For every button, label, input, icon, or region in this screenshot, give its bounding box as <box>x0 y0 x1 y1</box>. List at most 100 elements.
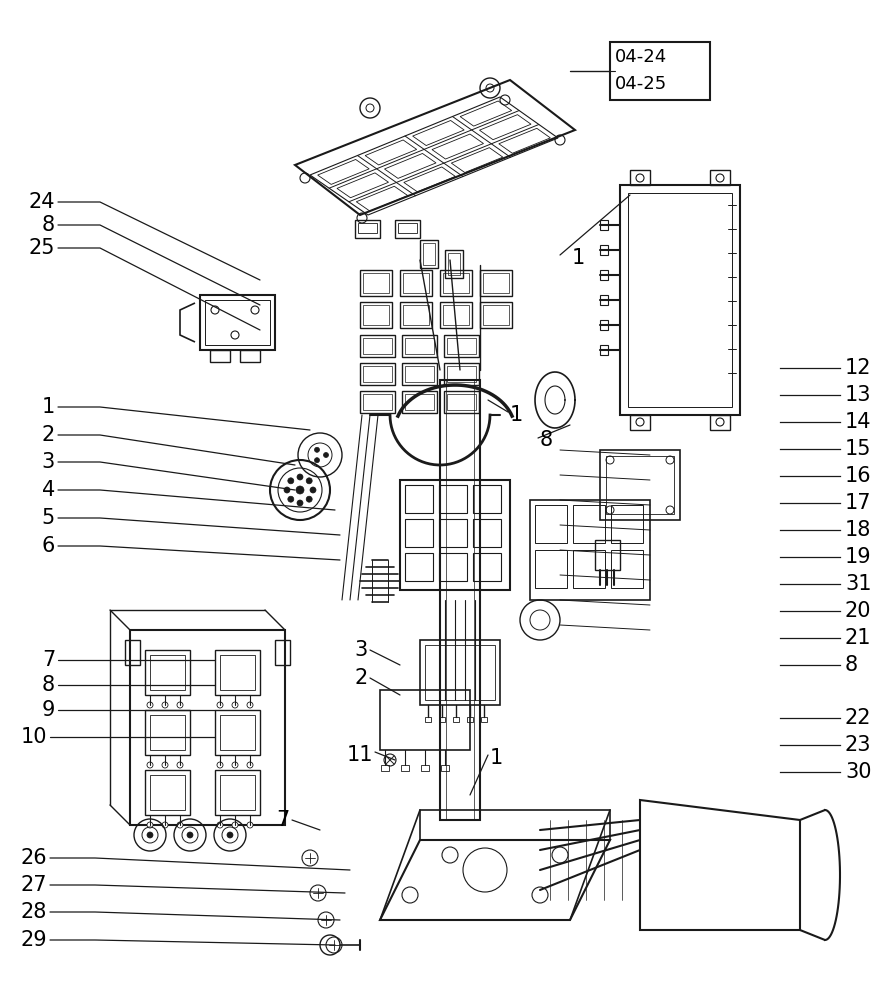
Bar <box>220 775 255 810</box>
Circle shape <box>232 702 238 708</box>
Bar <box>600 320 608 330</box>
Text: 7: 7 <box>277 810 290 830</box>
Circle shape <box>247 822 253 828</box>
Bar <box>360 270 392 296</box>
Bar <box>611 505 643 543</box>
Circle shape <box>217 762 223 768</box>
Bar <box>405 338 434 354</box>
Bar <box>480 302 512 328</box>
Bar <box>360 391 395 413</box>
Circle shape <box>288 478 293 484</box>
Text: 11: 11 <box>346 745 373 765</box>
Circle shape <box>247 702 253 708</box>
Circle shape <box>310 487 316 493</box>
Bar <box>130 630 285 825</box>
Bar <box>425 645 495 700</box>
Circle shape <box>217 822 223 828</box>
Text: 25: 25 <box>29 238 55 258</box>
Bar <box>145 650 190 695</box>
Text: 1: 1 <box>490 748 503 768</box>
Bar <box>710 170 730 185</box>
Bar <box>420 240 438 268</box>
Bar <box>363 338 392 354</box>
Circle shape <box>315 447 319 452</box>
Circle shape <box>296 486 304 494</box>
Bar <box>439 519 467 547</box>
Bar <box>405 553 433 581</box>
Text: 19: 19 <box>845 547 871 567</box>
Circle shape <box>284 487 290 493</box>
Bar <box>600 220 608 230</box>
Bar <box>530 500 650 600</box>
Text: 4: 4 <box>42 480 55 500</box>
Bar <box>600 245 608 255</box>
Circle shape <box>297 500 303 506</box>
Bar <box>573 505 605 543</box>
Circle shape <box>232 762 238 768</box>
Circle shape <box>147 702 153 708</box>
Bar <box>445 250 463 278</box>
Bar <box>425 717 431 722</box>
Bar <box>363 305 389 325</box>
Bar <box>400 302 432 328</box>
Bar <box>200 295 275 350</box>
Bar <box>444 335 479 357</box>
Text: 30: 30 <box>845 762 871 782</box>
Bar <box>215 650 260 695</box>
Text: 1: 1 <box>572 248 585 268</box>
Bar <box>215 710 260 755</box>
Bar <box>480 270 512 296</box>
Bar <box>360 363 395 385</box>
Bar <box>403 273 429 293</box>
Circle shape <box>177 822 183 828</box>
Bar <box>440 302 472 328</box>
Bar <box>215 770 260 815</box>
Bar <box>467 717 473 722</box>
Bar <box>355 220 380 238</box>
Text: 8: 8 <box>845 655 858 675</box>
Text: 23: 23 <box>845 735 871 755</box>
Bar <box>363 394 392 410</box>
Circle shape <box>217 702 223 708</box>
Circle shape <box>297 474 303 480</box>
Bar <box>358 223 377 233</box>
Bar <box>443 305 469 325</box>
Circle shape <box>187 832 193 838</box>
Bar <box>447 394 476 410</box>
Bar <box>606 456 674 514</box>
Bar <box>439 717 445 722</box>
Bar <box>610 42 710 100</box>
Bar <box>444 391 479 413</box>
Bar <box>401 765 409 771</box>
Text: 16: 16 <box>845 466 871 486</box>
Bar <box>440 270 472 296</box>
Bar <box>473 553 501 581</box>
Bar <box>405 394 434 410</box>
Text: 2: 2 <box>42 425 55 445</box>
Circle shape <box>324 452 328 458</box>
Text: 18: 18 <box>845 520 871 540</box>
Bar <box>360 302 392 328</box>
Bar <box>403 305 429 325</box>
Text: 29: 29 <box>21 930 47 950</box>
Circle shape <box>162 762 168 768</box>
Bar <box>481 717 487 722</box>
Bar <box>440 380 480 820</box>
Circle shape <box>232 822 238 828</box>
Circle shape <box>306 496 312 502</box>
Bar <box>210 350 230 362</box>
Bar <box>628 193 732 407</box>
Text: 17: 17 <box>845 493 871 513</box>
Text: 15: 15 <box>845 439 871 459</box>
Text: 31: 31 <box>845 574 871 594</box>
Text: 22: 22 <box>845 708 871 728</box>
Bar <box>150 775 185 810</box>
Bar <box>240 350 260 362</box>
Bar <box>439 485 467 513</box>
Bar <box>447 338 476 354</box>
Text: 26: 26 <box>21 848 47 868</box>
Bar <box>423 243 435 265</box>
Text: 1: 1 <box>42 397 55 417</box>
Circle shape <box>306 478 312 484</box>
Bar <box>448 253 460 275</box>
